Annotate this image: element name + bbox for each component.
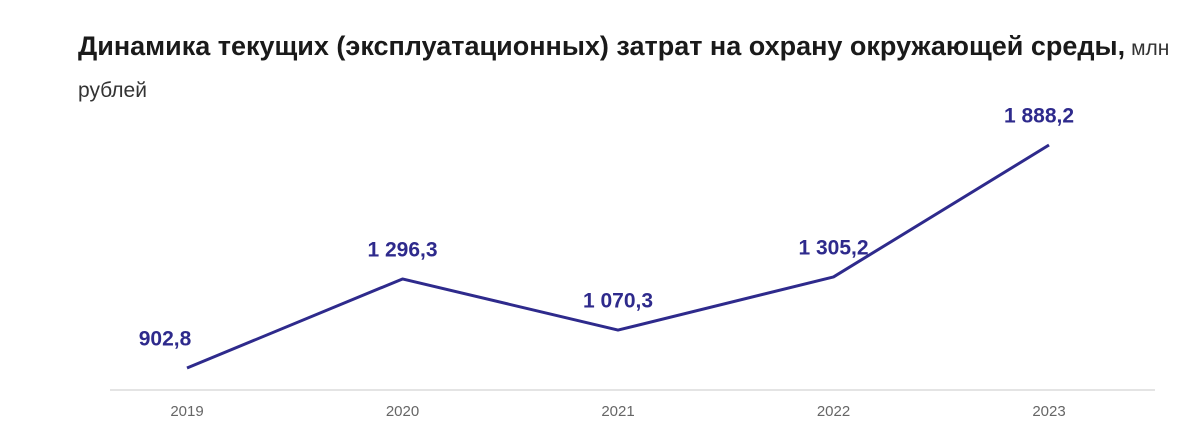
line (186, 143, 1050, 370)
x-tick-label: 2019 (170, 403, 203, 420)
data-label: 902,8 (139, 328, 192, 351)
x-tick-label: 2021 (601, 403, 634, 420)
data-label: 1 305,2 (798, 236, 868, 259)
chart-subtitle: млн рублей (78, 37, 1170, 102)
header: Динамика текущих (эксплуатационных) затр… (78, 26, 1193, 113)
chart-title: Динамика текущих (эксплуатационных) затр… (78, 31, 1126, 61)
data-label: 1 296,3 (367, 238, 437, 261)
x-tick-label: 2022 (817, 403, 850, 420)
data-label: 1 888,2 (1004, 105, 1074, 128)
x-tick-label: 2023 (1032, 403, 1065, 420)
data-label: 1 070,3 (583, 290, 653, 313)
x-tick-label: 2020 (386, 403, 419, 420)
